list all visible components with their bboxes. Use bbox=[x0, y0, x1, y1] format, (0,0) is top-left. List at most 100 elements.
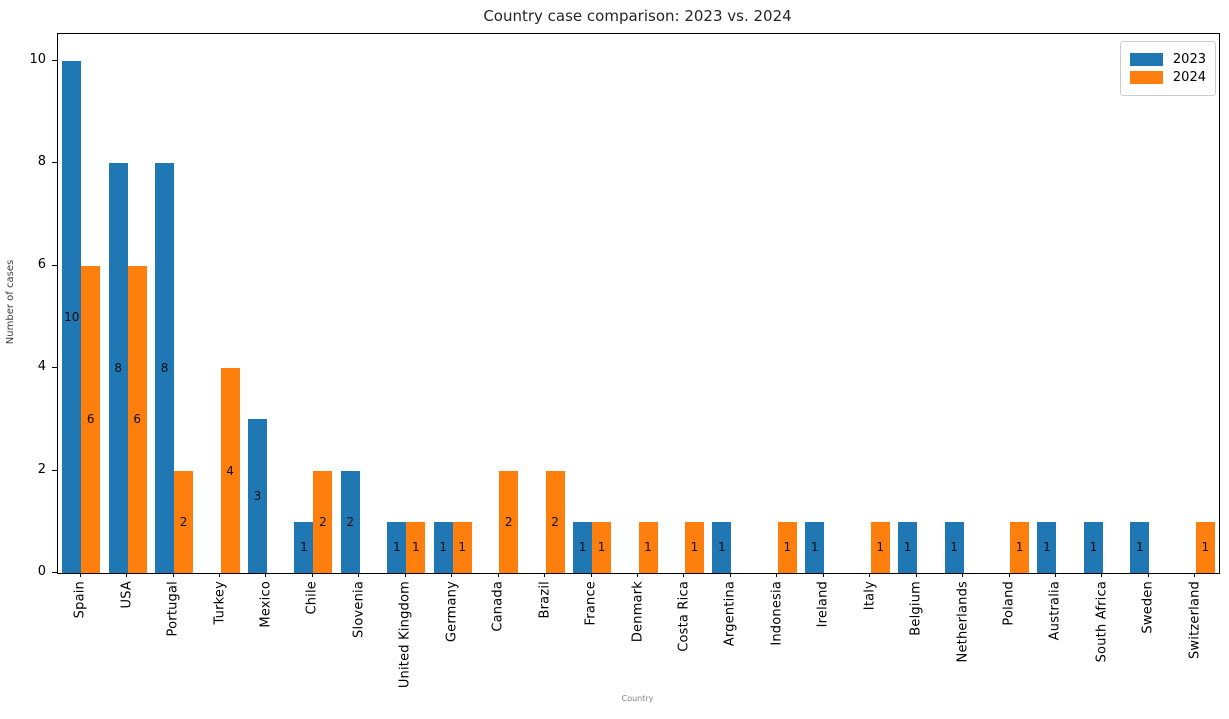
x-tick-label-costa-rica: Costa Rica bbox=[676, 581, 692, 652]
bar-2024-denmark bbox=[638, 521, 658, 573]
y-tick-mark-4 bbox=[52, 367, 57, 369]
x-tick-label-italy: Italy bbox=[862, 581, 878, 611]
x-tick-label-chile: Chile bbox=[304, 581, 320, 615]
bar-2024-switzerland bbox=[1195, 521, 1215, 573]
y-tick-label-6: 6 bbox=[37, 256, 46, 272]
bar-2024-italy bbox=[870, 521, 890, 573]
x-tick-mark-poland bbox=[1008, 573, 1010, 577]
plot-area: 10 8 8 3 1 2 1 1 1 1 1 1 1 1 1 1 6 6 2 4 2 1 1 2 2 1 1 1 1 1 1 1 bbox=[57, 33, 1220, 574]
y-tick-label-2: 2 bbox=[37, 461, 46, 477]
x-tick-label-brazil: Brazil bbox=[537, 581, 553, 619]
x-tick-label-sweden: Sweden bbox=[1140, 581, 1156, 634]
x-tick-mark-indonesia bbox=[776, 573, 778, 577]
x-tick-label-mexico: Mexico bbox=[258, 581, 274, 628]
x-tick-label-canada: Canada bbox=[490, 581, 506, 632]
bar-2023-chile bbox=[294, 521, 314, 573]
x-tick-label-south-africa: South Africa bbox=[1094, 581, 1110, 663]
x-tick-label-france: France bbox=[583, 581, 599, 626]
x-tick-mark-italy bbox=[869, 573, 871, 577]
x-tick-label-australia: Australia bbox=[1047, 581, 1063, 641]
bar-2024-france bbox=[592, 521, 612, 573]
legend: 2023 2024 bbox=[1120, 41, 1216, 96]
bar-2023-spain bbox=[62, 61, 82, 573]
x-tick-mark-ireland bbox=[822, 573, 824, 577]
bar-2024-costa-rica bbox=[684, 521, 704, 573]
x-tick-mark-sweden bbox=[1147, 573, 1149, 577]
x-tick-mark-germany bbox=[451, 573, 453, 577]
legend-item-2024: 2024 bbox=[1130, 70, 1206, 85]
x-tick-label-ireland: Ireland bbox=[815, 581, 831, 628]
bar-2023-south-africa bbox=[1083, 521, 1103, 573]
x-tick-label-germany: Germany bbox=[444, 581, 460, 643]
x-tick-mark-france bbox=[590, 573, 592, 577]
x-tick-label-turkey: Turkey bbox=[212, 581, 228, 625]
x-tick-mark-switzerland bbox=[1194, 573, 1196, 577]
bar-2023-argentina bbox=[712, 521, 732, 573]
y-tick-label-0: 0 bbox=[37, 564, 46, 579]
bar-2024-brazil bbox=[545, 470, 565, 573]
x-tick-mark-australia bbox=[1054, 573, 1056, 577]
legend-label-2024: 2024 bbox=[1172, 70, 1206, 85]
x-tick-mark-chile bbox=[311, 573, 313, 577]
bar-2024-turkey bbox=[220, 368, 240, 573]
chart-title: Country case comparison: 2023 vs. 2024 bbox=[483, 7, 792, 25]
bar-2024-united-kingdom bbox=[406, 521, 426, 573]
y-tick-mark-10 bbox=[52, 60, 57, 61]
x-tick-label-switzerland: Switzerland bbox=[1187, 581, 1203, 660]
x-tick-label-slovenia: Slovenia bbox=[351, 581, 367, 638]
x-tick-label-netherlands: Netherlands bbox=[955, 581, 971, 663]
x-tick-mark-south-africa bbox=[1101, 573, 1103, 577]
x-tick-mark-portugal bbox=[172, 573, 174, 577]
legend-item-2023: 2023 bbox=[1130, 52, 1206, 67]
x-tick-mark-mexico bbox=[265, 573, 267, 577]
bar-2024-canada bbox=[499, 470, 519, 573]
bar-2023-united-kingdom bbox=[387, 521, 407, 573]
x-tick-mark-denmark bbox=[637, 573, 638, 577]
bar-2024-poland bbox=[1010, 521, 1030, 573]
x-tick-mark-usa bbox=[126, 573, 128, 577]
bar-2023-australia bbox=[1037, 521, 1057, 573]
x-tick-label-denmark: Denmark bbox=[630, 581, 645, 643]
x-tick-mark-netherlands bbox=[962, 573, 964, 577]
bar-2023-portugal bbox=[155, 163, 175, 573]
x-tick-mark-turkey bbox=[219, 573, 221, 577]
bar-2023-mexico bbox=[247, 419, 267, 573]
x-tick-label-poland: Poland bbox=[1001, 581, 1017, 626]
x-tick-mark-slovenia bbox=[358, 573, 360, 577]
bar-2024-germany bbox=[452, 521, 472, 573]
legend-swatch-2024-icon bbox=[1130, 71, 1163, 84]
bar-2023-sweden bbox=[1130, 521, 1150, 573]
x-tick-label-united-kingdom: United Kingdom bbox=[397, 581, 413, 689]
legend-label-2023: 2023 bbox=[1172, 52, 1206, 67]
bar-2024-portugal bbox=[174, 470, 194, 573]
y-tick-label-4: 4 bbox=[37, 359, 46, 375]
x-tick-label-spain: Spain bbox=[72, 581, 88, 619]
bar-2024-chile bbox=[313, 470, 333, 573]
bar-2023-slovenia bbox=[340, 470, 360, 573]
bar-2023-belgium bbox=[898, 521, 918, 573]
legend-swatch-2023-icon bbox=[1130, 53, 1163, 66]
x-tick-mark-brazil bbox=[544, 573, 546, 577]
x-tick-mark-canada bbox=[497, 573, 499, 577]
bar-2023-netherlands bbox=[944, 521, 964, 573]
bar-2023-france bbox=[573, 521, 593, 573]
x-tick-label-argentina: Argentina bbox=[722, 581, 738, 647]
y-tick-label-8: 8 bbox=[37, 154, 46, 170]
y-tick-mark-2 bbox=[52, 469, 57, 471]
bar-2023-germany bbox=[433, 521, 453, 573]
y-tick-mark-6 bbox=[52, 264, 57, 266]
bar-2023-usa bbox=[108, 163, 128, 573]
x-tick-label-belgium: Belgium bbox=[908, 581, 924, 636]
x-tick-label-indonesia: Indonesia bbox=[769, 581, 785, 646]
x-tick-mark-belgium bbox=[915, 573, 917, 577]
x-tick-mark-argentina bbox=[729, 573, 731, 577]
x-tick-mark-costa-rica bbox=[683, 573, 685, 577]
x-tick-mark-spain bbox=[79, 573, 81, 577]
y-tick-label-10: 10 bbox=[29, 52, 46, 67]
bar-2024-spain bbox=[81, 265, 101, 573]
x-axis-label: Country bbox=[621, 694, 654, 703]
x-tick-mark-united-kingdom bbox=[404, 573, 406, 577]
x-tick-label-usa: USA bbox=[119, 581, 135, 609]
bar-2023-ireland bbox=[805, 521, 825, 573]
